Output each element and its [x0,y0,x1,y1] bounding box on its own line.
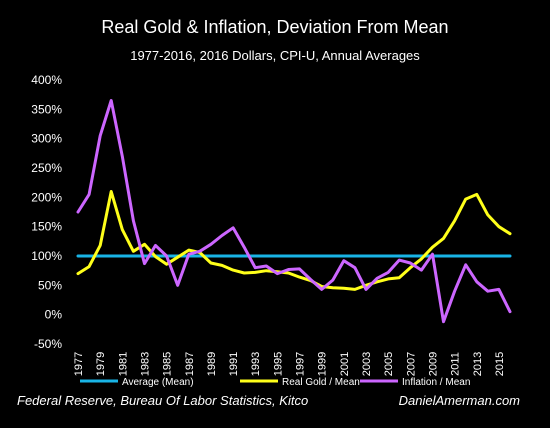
x-tick-label: 2005 [383,352,395,376]
x-tick-label: 1981 [117,352,129,376]
x-tick-label: 2009 [427,352,439,376]
x-tick-label: 2003 [361,352,373,376]
x-tick-label: 1995 [272,352,284,376]
y-tick-label: -50% [34,337,62,351]
x-axis: 1977 1979 1981 1983 1985 1987 1989 1991 1993 1995… [73,352,506,376]
x-tick-label: 2015 [494,352,506,376]
legend-label: Inflation / Mean [402,377,470,388]
x-tick-label: 1999 [317,352,329,376]
x-tick-label: 1993 [250,352,262,376]
y-tick-label: 100% [31,249,62,263]
y-tick-label: 150% [31,220,62,234]
legend-label: Average (Mean) [122,377,194,388]
legend: Average (Mean) Real Gold / Mean Inflation … [80,377,470,388]
x-tick-label: 1991 [228,352,240,376]
y-axis: 400% 350% 300% 250% 200% 150% 100% 50% 0% -50% [31,73,62,351]
series-line-2 [76,99,512,324]
y-tick-label: 300% [31,132,62,146]
x-tick-label: 2013 [472,352,484,376]
legend-label: Real Gold / Mean [282,377,360,388]
y-tick-label: 50% [38,278,62,292]
x-tick-label: 1997 [295,352,307,376]
site-credit: DanielAmerman.com [399,393,521,408]
x-tick-label: 1983 [139,352,151,376]
x-tick-label: 2001 [339,352,351,376]
chart-subtitle: 1977-2016, 2016 Dollars, CPI-U, Annual A… [130,48,420,63]
y-tick-label: 250% [31,161,62,175]
y-tick-label: 350% [31,102,62,116]
source-note: Federal Reserve, Bureau Of Labor Statist… [17,393,308,408]
y-tick-label: 200% [31,190,62,204]
x-tick-label: 1979 [95,352,107,376]
x-tick-label: 2007 [405,352,417,376]
y-tick-label: 400% [31,73,62,87]
x-tick-label: 1977 [73,352,85,376]
x-tick-label: 1989 [206,352,218,376]
x-tick-label: 1985 [162,352,174,376]
x-tick-label: 1987 [184,352,196,376]
series-line-1 [76,190,512,291]
series-lines [76,99,512,324]
y-tick-label: 0% [45,308,63,322]
x-tick-label: 2011 [450,352,462,376]
chart-title: Real Gold & Inflation, Deviation From Me… [101,17,448,37]
